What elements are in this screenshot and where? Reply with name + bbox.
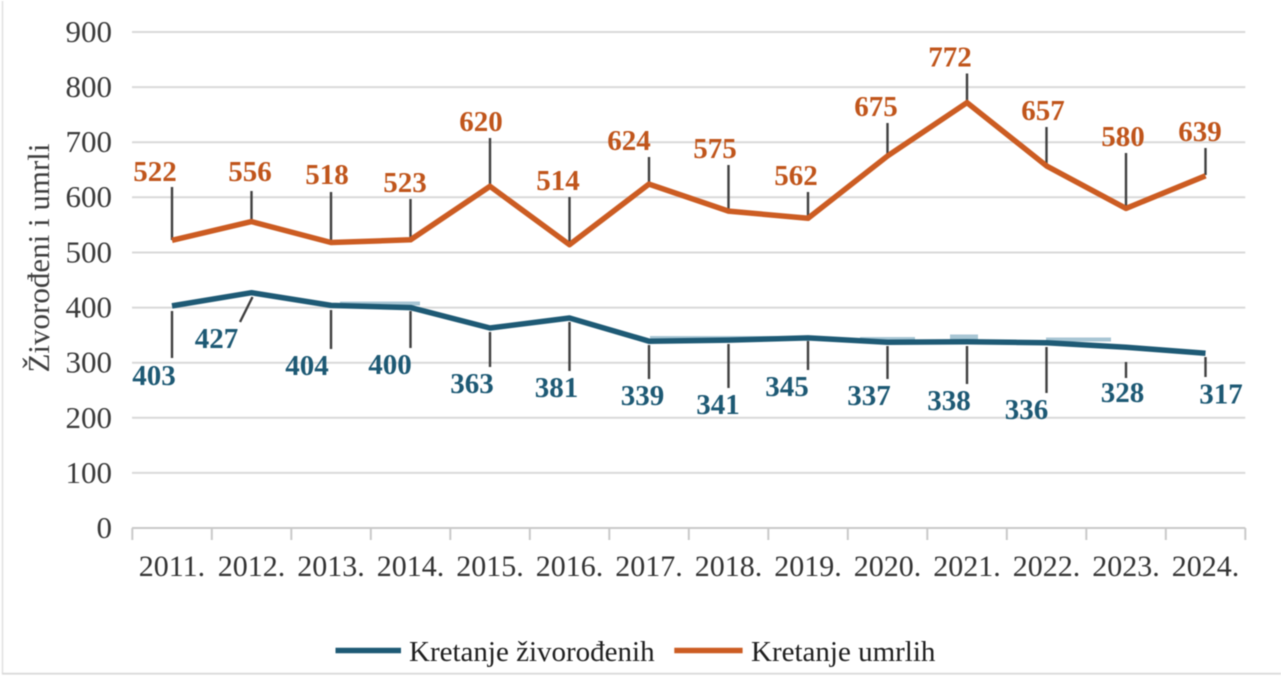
svg-text:2011.: 2011. (139, 550, 205, 583)
svg-text:2017.: 2017. (615, 550, 683, 583)
svg-text:2022.: 2022. (1013, 550, 1081, 583)
svg-text:100: 100 (66, 455, 113, 490)
svg-text:2024.: 2024. (1172, 550, 1240, 583)
svg-text:427: 427 (195, 323, 239, 355)
svg-text:518: 518 (305, 159, 349, 191)
svg-text:522: 522 (133, 156, 177, 188)
svg-text:381: 381 (535, 372, 579, 404)
svg-text:580: 580 (1101, 121, 1145, 153)
svg-text:328: 328 (1101, 377, 1145, 409)
svg-text:336: 336 (1005, 394, 1049, 426)
svg-text:556: 556 (228, 156, 272, 188)
svg-text:500: 500 (66, 235, 113, 270)
svg-text:0: 0 (97, 510, 113, 545)
svg-text:575: 575 (693, 133, 737, 165)
svg-text:523: 523 (383, 167, 427, 199)
svg-text:657: 657 (1021, 95, 1065, 127)
svg-text:200: 200 (66, 400, 113, 435)
svg-text:Kretanje umrlih: Kretanje umrlih (751, 636, 936, 668)
svg-text:2016.: 2016. (536, 550, 604, 583)
svg-text:2019.: 2019. (774, 550, 842, 583)
svg-text:345: 345 (765, 371, 809, 403)
svg-text:2013.: 2013. (297, 550, 365, 583)
svg-text:562: 562 (774, 160, 818, 192)
svg-text:Kretanje živorođenih: Kretanje živorođenih (409, 636, 655, 668)
svg-text:300: 300 (66, 345, 113, 380)
svg-text:341: 341 (696, 389, 740, 421)
svg-text:772: 772 (928, 42, 972, 74)
svg-text:675: 675 (854, 91, 898, 123)
svg-text:620: 620 (459, 106, 503, 138)
svg-text:2018.: 2018. (695, 550, 763, 583)
svg-text:514: 514 (536, 165, 580, 197)
svg-text:2020.: 2020. (854, 550, 922, 583)
svg-text:639: 639 (1178, 116, 1222, 148)
svg-text:363: 363 (450, 368, 494, 400)
svg-text:900: 900 (66, 14, 113, 49)
svg-text:2014.: 2014. (377, 550, 445, 583)
svg-text:2021.: 2021. (933, 550, 1001, 583)
svg-text:403: 403 (132, 360, 176, 392)
svg-text:404: 404 (285, 350, 329, 382)
svg-text:338: 338 (927, 385, 971, 417)
svg-text:600: 600 (66, 179, 113, 214)
svg-text:800: 800 (66, 69, 113, 104)
svg-text:317: 317 (1199, 378, 1243, 410)
svg-text:700: 700 (66, 124, 113, 159)
svg-text:339: 339 (621, 380, 665, 412)
svg-text:400: 400 (368, 349, 412, 381)
svg-text:2023.: 2023. (1092, 550, 1160, 583)
svg-text:Živorođeni i umrli: Živorođeni i umrli (21, 143, 56, 372)
svg-text:2015.: 2015. (456, 550, 524, 583)
svg-text:624: 624 (607, 125, 651, 157)
svg-text:400: 400 (66, 290, 113, 325)
svg-text:2012.: 2012. (218, 550, 286, 583)
svg-text:337: 337 (847, 380, 891, 412)
